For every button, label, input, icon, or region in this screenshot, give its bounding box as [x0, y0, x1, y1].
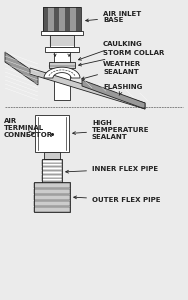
Polygon shape — [82, 80, 145, 109]
Bar — [44, 152, 60, 159]
Bar — [34, 183, 70, 188]
Bar — [70, 7, 76, 32]
Bar — [42, 178, 62, 181]
Bar — [34, 207, 70, 212]
Bar — [45, 47, 79, 52]
Bar — [42, 164, 62, 166]
Polygon shape — [30, 68, 145, 109]
Polygon shape — [44, 67, 80, 78]
Bar — [59, 7, 65, 32]
Bar — [34, 195, 70, 200]
Bar — [42, 175, 62, 178]
Text: WEATHER
SEALANT: WEATHER SEALANT — [82, 61, 141, 80]
Bar — [34, 182, 70, 212]
Text: CAULKING: CAULKING — [79, 41, 143, 60]
Text: FLASHING: FLASHING — [103, 84, 142, 95]
Polygon shape — [5, 52, 38, 85]
Bar — [42, 182, 62, 185]
Bar — [41, 31, 83, 35]
Bar — [42, 171, 62, 174]
Bar — [65, 7, 70, 32]
Bar — [43, 7, 81, 32]
Bar — [50, 35, 74, 47]
Text: AIR
TERMINAL
CONNECTOR: AIR TERMINAL CONNECTOR — [4, 118, 53, 138]
Text: OUTER FLEX PIPE: OUTER FLEX PIPE — [74, 196, 161, 203]
Bar — [49, 7, 54, 32]
Bar — [54, 7, 59, 32]
Text: STORM COLLAR: STORM COLLAR — [79, 50, 164, 66]
Text: INNER FLEX PIPE: INNER FLEX PIPE — [66, 166, 158, 173]
Text: HIGH
TEMPERATURE
SEALANT: HIGH TEMPERATURE SEALANT — [73, 120, 149, 140]
Bar — [35, 115, 69, 152]
Bar — [42, 159, 62, 185]
Text: AIR INLET
BASE: AIR INLET BASE — [86, 11, 141, 23]
Bar — [42, 167, 62, 170]
Bar — [42, 160, 62, 163]
Bar — [54, 52, 70, 100]
Bar — [34, 189, 70, 194]
Bar — [34, 201, 70, 206]
Bar — [49, 62, 75, 68]
Bar — [43, 7, 49, 32]
Bar — [76, 7, 81, 32]
